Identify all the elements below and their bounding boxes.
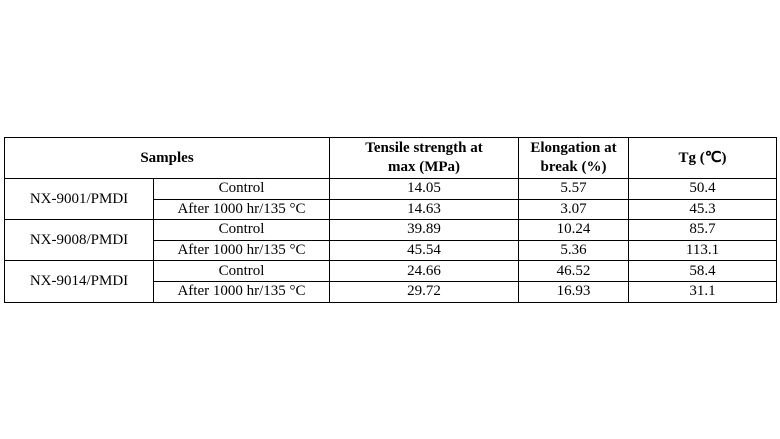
value-cell: 113.1: [628, 239, 777, 262]
value-cell: 3.07: [518, 198, 629, 221]
data-row: NX-9014/PMDI Control 24.66 46.52 58.4: [4, 260, 777, 303]
value-cell: 58.4: [628, 260, 777, 282]
sample-cell: NX-9008/PMDI: [4, 219, 154, 262]
value-cell: 14.05: [329, 178, 519, 200]
condition-cell: After 1000 hr/135 °C: [153, 280, 330, 303]
header-row: Samples Tensile strength at max (MPa) Elon…: [4, 137, 777, 179]
value-cell: 5.57: [518, 178, 629, 200]
value-cell: 31.1: [628, 280, 777, 303]
header-cell: Tensile strength at max (MPa): [329, 137, 519, 179]
condition-cell: Control: [153, 178, 330, 200]
sample-cell: NX-9001/PMDI: [4, 177, 154, 221]
value-cell: 45.54: [329, 239, 519, 262]
results-table: Samples Tensile strength at max (MPa) Elon…: [4, 137, 777, 303]
data-row: NX-9001/PMDI Control 14.05 5.57 50.4: [4, 177, 777, 221]
value-cell: 14.63: [329, 198, 519, 221]
data-row: NX-9008/PMDI Control 39.89 10.24 85.7: [4, 219, 777, 262]
condition-cell: Control: [153, 219, 330, 241]
value-cell: 50.4: [628, 178, 777, 200]
value-cell: 10.24: [518, 219, 629, 241]
condition-cell: Control: [153, 260, 330, 282]
condition-cell: After 1000 hr/135 °C: [153, 239, 330, 262]
condition-cell: After 1000 hr/135 °C: [153, 198, 330, 221]
header-cell: Tg (℃): [628, 137, 777, 179]
value-cell: 5.36: [518, 239, 629, 262]
value-cell: 29.72: [329, 280, 519, 303]
header-cell: Samples: [4, 137, 330, 179]
value-cell: 39.89: [329, 219, 519, 241]
header-line: max (MPa): [387, 159, 461, 175]
value-cell: 16.93: [518, 280, 629, 303]
data-row: After 1000 hr/135 °C 14.63 3.07 45.3: [5, 198, 777, 221]
header-line: break (%): [540, 159, 607, 175]
header-line: Tg (℃): [678, 149, 727, 166]
header-line: Tensile strength at: [365, 140, 483, 156]
value-cell: 45.3: [628, 198, 777, 221]
sample-cell: NX-9014/PMDI: [4, 260, 154, 303]
value-cell: 85.7: [628, 219, 777, 241]
header-line: Elongation at: [530, 140, 617, 156]
value-cell: 46.52: [518, 260, 629, 282]
value-cell: 24.66: [329, 260, 519, 282]
header-cell: Elongation at break (%): [518, 137, 629, 179]
data-row: After 1000 hr/135 °C 29.72 16.93 31.1: [5, 280, 777, 303]
